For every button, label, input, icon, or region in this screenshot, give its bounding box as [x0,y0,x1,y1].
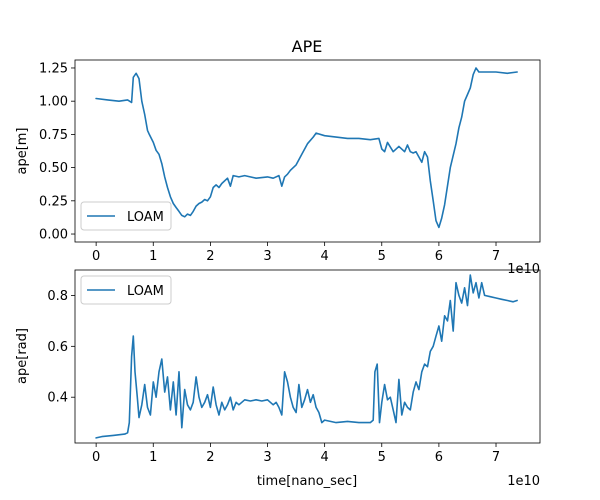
legend: LOAM [80,201,172,231]
x-tick-label: 0 [92,249,100,264]
ape-translation-subplot: APE 0 1 2 3 4 5 6 7 0.00 0.25 0.50 0.75 1.00 1.25 ap… [15,37,541,277]
y-axis-ticks: 0.00 0.25 0.50 0.75 1.00 1.25 [39,61,75,243]
x-tick-label: 7 [492,249,500,264]
x-tick-label: 6 [435,450,443,465]
x-tick-label: 1 [149,450,157,465]
x-offset-label: 1e10 [507,262,540,277]
y-tick-label: 0.50 [39,161,68,176]
y-tick-label: 0.4 [47,391,68,406]
series-group [95,274,518,439]
x-tick-label: 3 [263,249,271,264]
y-tick-label: 0.75 [39,128,68,143]
x-axis-ticks: 0 1 2 3 4 5 6 7 [92,242,500,264]
series-group [95,67,518,229]
y-axis-label: ape[rad] [15,328,30,384]
y-axis-label: ape[m] [15,127,30,174]
x-offset-label: 1e10 [507,474,540,489]
y-tick-label: 1.25 [39,61,68,76]
y-tick-label: 0.6 [47,340,68,355]
y-tick-label: 0.25 [39,194,68,209]
axes-frame [74,59,541,243]
legend: LOAM [80,275,172,305]
x-tick-label: 7 [492,450,500,465]
x-tick-label: 5 [378,450,386,465]
x-tick-label: 0 [92,450,100,465]
legend-label: LOAM [127,210,164,225]
chart-title: APE [292,37,323,56]
y-axis-ticks: 0.4 0.6 0.8 [47,289,75,406]
x-tick-label: 2 [206,249,214,264]
x-axis-ticks: 0 1 2 3 4 5 6 7 [92,443,500,465]
x-tick-label: 1 [149,249,157,264]
legend-box [80,275,172,305]
x-tick-label: 3 [263,450,271,465]
series-line-loam [95,274,518,439]
y-tick-label: 0.8 [47,289,68,304]
ape-rotation-subplot: 0 1 2 3 4 5 6 7 0.4 0.6 0.8 time[nano_sec] ape[ra… [15,269,541,489]
x-tick-label: 5 [378,249,386,264]
axes-frame [74,269,541,444]
x-tick-label: 4 [320,450,328,465]
legend-label: LOAM [127,284,164,299]
legend-box [80,201,172,231]
series-line-loam [95,67,518,229]
x-tick-label: 6 [435,249,443,264]
x-tick-label: 2 [206,450,214,465]
y-tick-label: 0.00 [39,228,68,243]
x-tick-label: 4 [320,249,328,264]
y-tick-label: 1.00 [39,95,68,110]
x-axis-label: time[nano_sec] [257,474,357,489]
